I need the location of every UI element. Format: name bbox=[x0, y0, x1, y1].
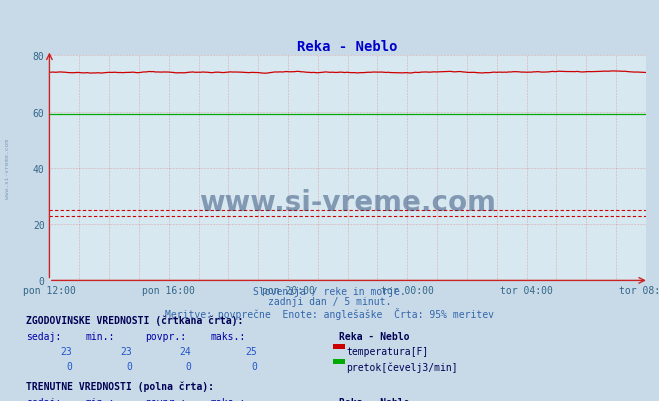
Text: ZGODOVINSKE VREDNOSTI (črtkana črta):: ZGODOVINSKE VREDNOSTI (črtkana črta): bbox=[26, 315, 244, 325]
Text: 0: 0 bbox=[185, 361, 191, 371]
Text: 23: 23 bbox=[61, 346, 72, 356]
Text: Reka - Neblo: Reka - Neblo bbox=[339, 397, 410, 401]
Text: 25: 25 bbox=[245, 346, 257, 356]
Text: povpr.:: povpr.: bbox=[145, 397, 186, 401]
Title: Reka - Neblo: Reka - Neblo bbox=[297, 40, 398, 54]
Text: www.si-vreme.com: www.si-vreme.com bbox=[5, 138, 11, 198]
Text: maks.:: maks.: bbox=[211, 331, 246, 341]
Text: maks.:: maks.: bbox=[211, 397, 246, 401]
Text: povpr.:: povpr.: bbox=[145, 331, 186, 341]
Text: 0: 0 bbox=[126, 361, 132, 371]
Text: www.si-vreme.com: www.si-vreme.com bbox=[199, 188, 496, 216]
Text: Slovenija / reke in morje.: Slovenija / reke in morje. bbox=[253, 287, 406, 297]
Text: Reka - Neblo: Reka - Neblo bbox=[339, 331, 410, 341]
Text: sedaj:: sedaj: bbox=[26, 331, 61, 341]
Text: temperatura[F]: temperatura[F] bbox=[346, 346, 428, 356]
Text: 23: 23 bbox=[120, 346, 132, 356]
Text: TRENUTNE VREDNOSTI (polna črta):: TRENUTNE VREDNOSTI (polna črta): bbox=[26, 381, 214, 391]
Text: 0: 0 bbox=[67, 361, 72, 371]
Text: min.:: min.: bbox=[86, 397, 115, 401]
Text: pretok[čevelj3/min]: pretok[čevelj3/min] bbox=[346, 361, 457, 372]
Text: 24: 24 bbox=[179, 346, 191, 356]
Text: 0: 0 bbox=[251, 361, 257, 371]
Text: min.:: min.: bbox=[86, 331, 115, 341]
Text: sedaj:: sedaj: bbox=[26, 397, 61, 401]
Text: zadnji dan / 5 minut.: zadnji dan / 5 minut. bbox=[268, 297, 391, 307]
Text: Meritve: povprečne  Enote: anglešaške  Črta: 95% meritev: Meritve: povprečne Enote: anglešaške Črt… bbox=[165, 307, 494, 319]
